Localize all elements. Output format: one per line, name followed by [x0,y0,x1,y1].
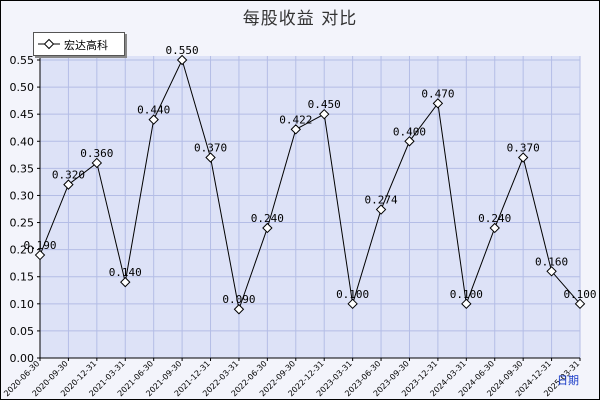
chart-title: 每股收益 对比 [242,9,358,29]
data-point [176,54,188,66]
legend-label: 宏达高科 [64,39,108,52]
y-tick-label: 0.20 [10,244,35,257]
data-point [233,304,245,315]
series-line [39,58,581,312]
data-label: 0.470 [421,87,454,100]
data-label: 0.370 [507,142,540,155]
data-point [347,298,358,310]
legend: 宏达高科 [33,32,125,56]
data-point [148,114,159,125]
data-label: 0.240 [251,212,284,225]
series-line-group [39,58,581,312]
marker-group [34,54,586,315]
data-label: 0.450 [308,98,341,111]
y-tick-label: 0.30 [10,189,35,202]
data-point [34,249,46,261]
data-point [205,152,216,163]
data-label: 0.240 [478,212,511,225]
data-label: 0.320 [52,169,85,182]
data-point [432,98,444,109]
y-axis: 0.00 0.05 0.10 0.15 0.20 0.25 0.30 0.35 0.40 0.45… [10,54,40,365]
x-axis-label: 日期 [557,374,579,387]
grid-lines [39,56,581,359]
data-point [404,136,415,147]
data-point [546,266,557,277]
x-axis: 2020-06-302020-09-302020-12-312021-03-31… [2,358,581,398]
data-point [262,222,273,234]
data-point [574,298,586,310]
data-point [375,204,387,215]
data-label: 0.440 [137,104,170,117]
y-tick-label: 0.50 [10,81,35,94]
data-label: 0.100 [450,288,483,301]
data-label: 0.100 [563,288,596,301]
data-point [461,298,472,310]
y-tick-label: 0.40 [10,135,35,148]
data-label: 0.190 [23,239,56,252]
data-label: 0.160 [535,255,568,268]
y-tick-label: 0.45 [10,108,35,121]
data-point [63,179,74,190]
data-label: 0.370 [194,142,227,155]
data-label-group: 0.190 0.320 0.360 0.140 0.440 0.550 0.370 0.090… [23,44,596,306]
y-tick-label: 0.00 [10,352,35,365]
legend-swatch-icon [38,38,60,50]
data-point [517,152,529,163]
plot-area [40,56,580,358]
data-label: 0.550 [166,44,199,57]
data-label: 0.400 [393,125,426,138]
y-tick-label: 0.25 [10,217,35,230]
data-point [91,157,103,169]
data-label: 0.422 [279,113,312,126]
y-tick-label: 0.10 [10,298,35,311]
data-label: 0.360 [80,147,113,160]
y-tick-label: 0.05 [10,325,35,338]
data-point [120,276,131,288]
data-point [290,124,301,135]
data-point [319,108,330,120]
data-label: 0.090 [222,293,255,306]
data-label: 0.274 [364,194,397,207]
data-label: 0.140 [109,266,142,279]
y-tick-label: 0.35 [10,162,35,175]
y-tick-label: 0.55 [10,54,35,67]
data-point [489,222,500,234]
y-tick-label: 0.15 [10,271,35,284]
data-label: 0.100 [336,288,369,301]
